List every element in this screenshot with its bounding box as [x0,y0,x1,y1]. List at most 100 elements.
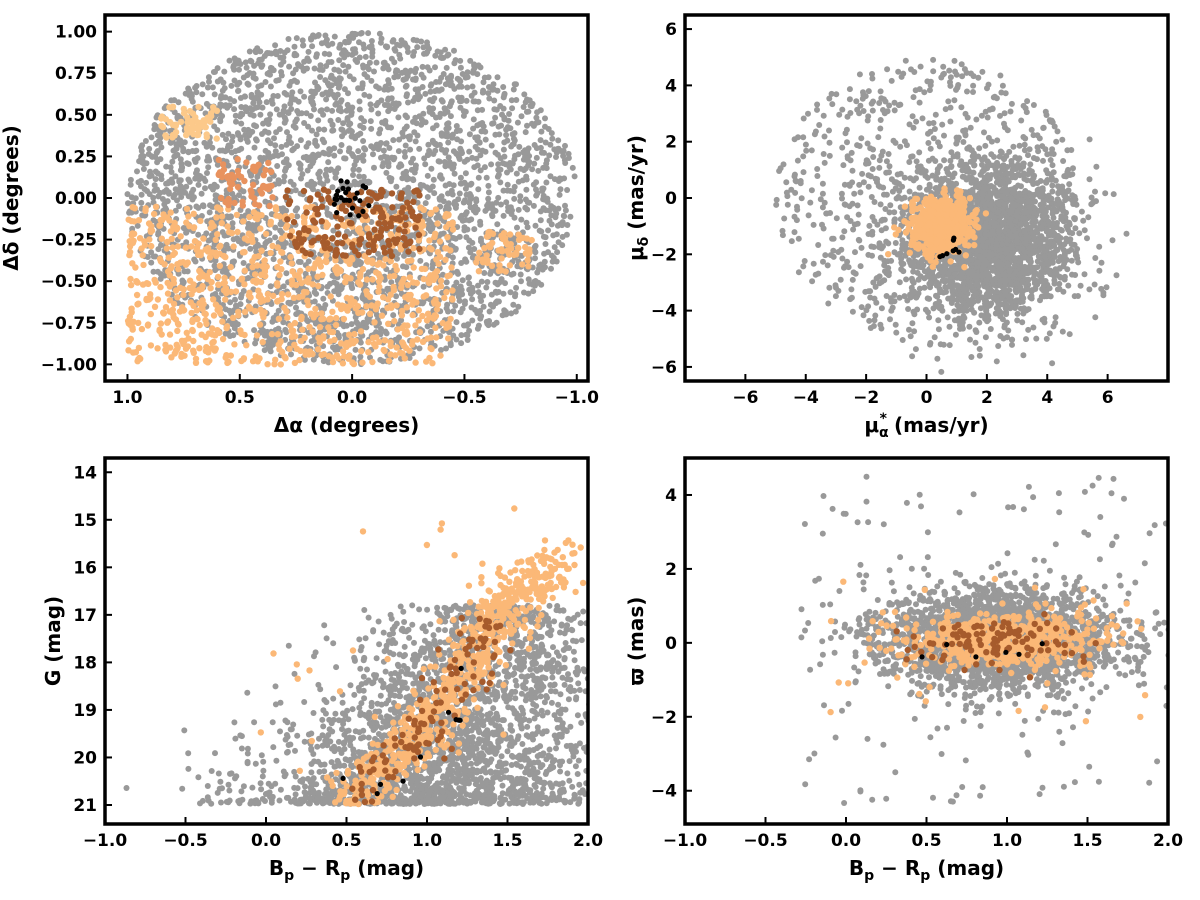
scatter-point [546,152,553,159]
scatter-point [332,321,340,329]
scatter-point [238,240,245,247]
scatter-point [962,127,969,134]
scatter-point [536,262,543,269]
scatter-point [1035,148,1042,155]
scatter-point [275,77,282,84]
x-tick-label: −1.0 [555,388,600,408]
scatter-point [246,213,253,221]
scatter-point [159,123,167,131]
scatter-point [272,206,280,213]
scatter-point [513,81,519,88]
scatter-point [464,337,471,343]
scatter-point [299,247,306,254]
scatter-point [352,195,358,201]
scatter-point [428,81,435,88]
scatter-point [517,193,524,200]
scatter-point [220,287,228,294]
scatter-point [913,158,920,165]
scatter-point [198,190,205,197]
scatter-point [321,126,328,133]
scatter-point [330,344,336,351]
scatter-point [145,280,152,288]
scatter-point [801,258,808,264]
scatter-point [792,189,799,196]
scatter-point [204,170,210,176]
scatter-point [930,120,937,126]
scatter-point [331,201,337,207]
scatter-point [859,170,866,177]
y-tick-label: −0.75 [41,314,97,334]
scatter-point [265,159,272,167]
scatter-point [554,145,561,152]
scatter-point [188,290,195,298]
scatter-point [184,259,191,266]
scatter-point [486,95,493,102]
scatter-point [235,312,242,319]
scatter-point [349,256,356,263]
scatter-point [511,183,518,190]
scatter-point [826,95,833,102]
scatter-point [412,94,419,101]
scatter-point [186,178,193,185]
scatter-point [263,185,270,192]
scatter-point [385,320,392,327]
scatter-point [255,293,262,300]
scatter-point [271,135,277,142]
scatter-point [384,296,392,303]
scatter-point [344,303,351,311]
scatter-point [259,104,266,111]
scatter-point [793,217,800,224]
scatter-point [892,139,899,146]
scatter-point [500,187,507,194]
scatter-point [265,121,272,127]
scatter-point [128,217,135,225]
scatter-point [402,214,409,221]
scatter-point [917,63,924,70]
scatter-point [217,194,225,202]
scatter-point [428,165,435,172]
scatter-point [283,308,290,315]
scatter-point [388,252,396,260]
scatter-point [231,106,238,113]
scatter-point [341,222,349,229]
scatter-point [792,177,799,184]
scatter-point [439,98,446,105]
scatter-point [519,177,526,184]
scatter-point [202,185,208,192]
scatter-point [422,90,429,97]
scatter-point [808,147,815,154]
scatter-point [542,115,548,122]
scatter-point [315,334,322,342]
scatter-point [528,103,535,110]
scatter-point [331,145,338,152]
scatter-point [209,232,215,239]
scatter-point [360,319,367,326]
scatter-point [784,201,791,208]
scatter-point [378,325,384,332]
scatter-point [795,269,802,276]
scatter-point [1027,161,1034,168]
scatter-point [795,235,802,242]
scatter-point [502,161,509,168]
scatter-point [941,157,948,164]
scatter-point [412,322,419,329]
scatter-point [380,147,387,154]
scatter-point [457,309,464,316]
scatter-point [157,216,164,224]
scatter-point [333,249,341,257]
scatter-point [539,185,546,192]
scatter-point [356,241,363,248]
scatter-point [150,194,157,201]
scatter-point [433,306,441,313]
scatter-point [562,142,568,149]
scatter-point [440,198,447,205]
scatter-point [258,56,265,63]
scatter-point [218,219,225,227]
scatter-point [255,161,262,168]
scatter-point [424,42,431,49]
scatter-point [202,178,209,184]
scatter-point [388,154,395,161]
scatter-point [250,74,257,81]
scatter-point [234,183,242,191]
scatter-point [444,133,451,140]
